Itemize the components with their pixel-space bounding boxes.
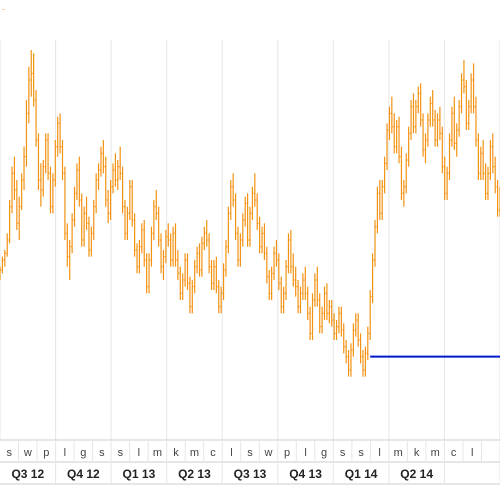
svg-text:p: p (284, 447, 290, 459)
svg-text:c: c (210, 447, 216, 459)
svg-text:Q3 13: Q3 13 (234, 467, 267, 481)
svg-text:l: l (471, 447, 473, 459)
svg-text:w: w (264, 447, 273, 459)
svg-text:k: k (414, 447, 420, 459)
svg-text:m: m (153, 447, 162, 459)
svg-text:s: s (340, 447, 346, 459)
svg-text:l: l (304, 447, 306, 459)
svg-text:m: m (190, 447, 199, 459)
svg-text:p: p (43, 447, 49, 459)
svg-text:s: s (99, 447, 105, 459)
chart-plot-area[interactable]: swpQ3 12lgsQ4 12slmQ1 13kmcQ2 13lswQ3 13… (0, 10, 500, 500)
svg-text:k: k (173, 447, 179, 459)
svg-text:c: c (451, 447, 457, 459)
svg-text:s: s (358, 447, 364, 459)
svg-text:Q2 14: Q2 14 (400, 467, 433, 481)
svg-text:s: s (118, 447, 124, 459)
svg-text:s: s (247, 447, 253, 459)
svg-text:l: l (378, 447, 380, 459)
svg-text:l: l (64, 447, 66, 459)
svg-text:Q2 13: Q2 13 (178, 467, 211, 481)
svg-text:Q4 13: Q4 13 (289, 467, 322, 481)
svg-text:m: m (394, 447, 403, 459)
svg-text:Q1 13: Q1 13 (123, 467, 156, 481)
svg-text:l: l (230, 447, 232, 459)
svg-text:w: w (23, 447, 32, 459)
svg-text:Q1 14: Q1 14 (345, 467, 378, 481)
svg-text:Q3 12: Q3 12 (11, 467, 44, 481)
svg-text:m: m (431, 447, 440, 459)
price-chart-container: e .0388; 270.2914; 270.4698 2 swpQ3 12lg… (0, 0, 500, 500)
svg-text:s: s (7, 447, 13, 459)
svg-text:Q4 12: Q4 12 (67, 467, 100, 481)
svg-text:g: g (80, 447, 86, 459)
svg-text:l: l (138, 447, 140, 459)
svg-text:g: g (321, 447, 327, 459)
